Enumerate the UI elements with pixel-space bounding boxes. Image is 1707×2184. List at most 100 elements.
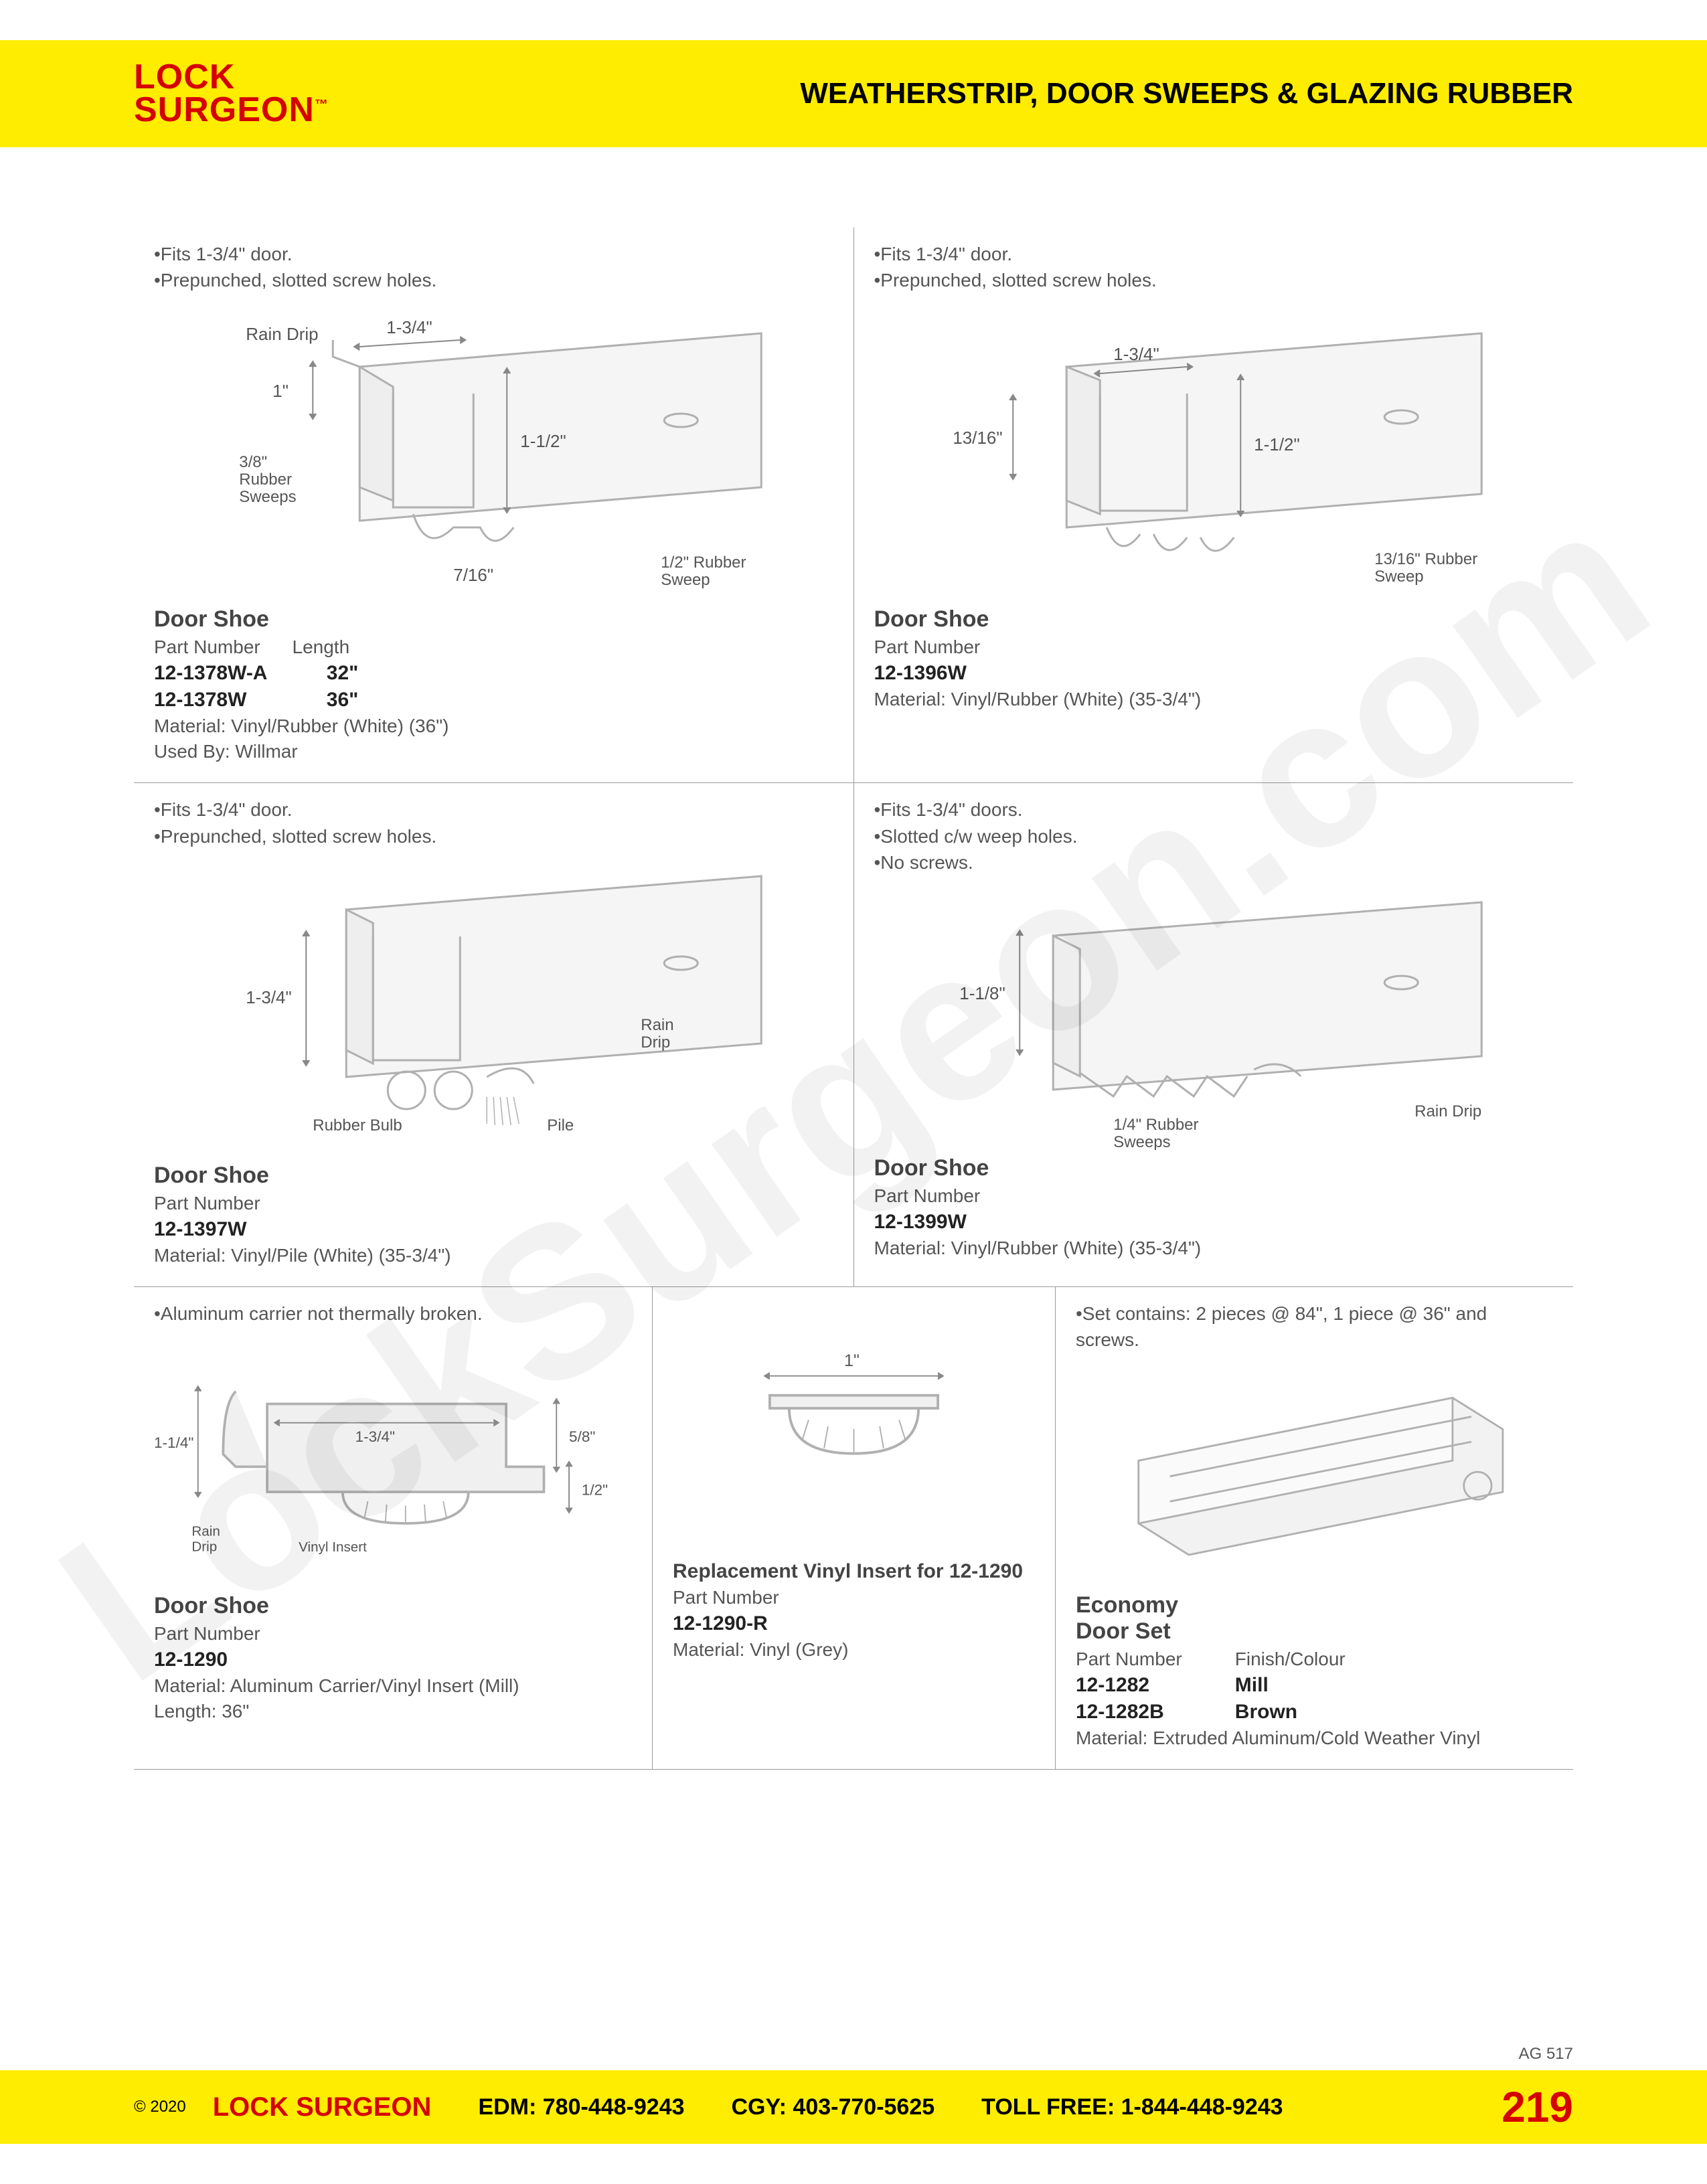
cell-p6: 1" Replacement Vinyl Insert for 12-1290 … [652,1287,1055,1769]
diagram [1076,1359,1553,1587]
product-title: Door Shoe [874,606,1554,633]
lbl: Pile [547,1116,574,1135]
lbl: 1-3/4" [246,987,292,1007]
phone-cgy: CGY: 403-770-5625 [732,2094,935,2120]
material: Material: Vinyl/Rubber (White) (35-3/4") [874,689,1554,710]
lbl: 1-3/4" [386,317,432,337]
product-title: Replacement Vinyl Insert for 12-1290 [673,1560,1035,1583]
cell-p4: •Fits 1-3/4" doors. •Slotted c/w weep ho… [854,783,1574,1286]
lbl: 1-3/4" [355,1428,395,1445]
row-2: •Fits 1-3/4" door. •Prepunched, slotted … [134,783,1573,1286]
svg-text:RainDrip: RainDrip [641,1016,673,1052]
part-num: 12-1282 [1076,1674,1230,1697]
copyright: © 2020 [134,2098,186,2116]
headers: Part Number Length [154,637,833,658]
lbl: 1-1/8" [959,983,1005,1003]
notes: •Fits 1-3/4" door. •Prepunched, slotted … [154,796,833,849]
product-title: Door Shoe [154,606,833,633]
diagram: 1-1/8" 1/4" RubberSweeps Rain Drip [874,882,1554,1150]
material: Material: Extruded Aluminum/Cold Weather… [1076,1728,1553,1749]
diagram: 1-1/4" 1-3/4" 5/8" 1/2" RainDrip Vinyl I… [154,1333,632,1588]
note: •Fits 1-3/4" door. [154,241,833,267]
notes: •Fits 1-3/4" doors. •Slotted c/w weep ho… [874,796,1554,875]
part-num: 12-1290 [154,1649,228,1671]
note: •Aluminum carrier not thermally broken. [154,1300,632,1327]
cell-p5: •Aluminum carrier not thermally broken. [134,1287,652,1769]
note: •Prepunched, slotted screw holes. [154,267,833,293]
row-1: •Fits 1-3/4" door. •Prepunched, slotted … [134,228,1573,783]
note: •Fits 1-3/4" door. [874,241,1554,267]
cell-p3: •Fits 1-3/4" door. •Prepunched, slotted … [134,783,854,1286]
part-num: 12-1396W [874,662,967,684]
product-title: Door Shoe [874,1155,1554,1181]
diagram: 1-3/4" Rubber Bulb RainDrip Pile [154,856,833,1157]
col-head: Part Number [874,637,1007,658]
diagram: Rain Drip 1" 1-3/4" 1-1/2" 3/8"RubberSwe… [154,300,833,601]
col-head: Part Number [154,1623,287,1645]
col-head: Part Number [874,1185,1007,1207]
lbl: Rain Drip [246,324,318,344]
finish: Mill [1235,1674,1269,1696]
lbl: 5/8" [569,1428,595,1445]
part-num: 12-1397W [154,1218,246,1240]
part-num: 12-1282B [1076,1701,1230,1724]
product-title: Door Shoe [154,1593,632,1619]
material: Material: Vinyl/Rubber (White) (36") [154,716,833,737]
page-number: 219 [1501,2082,1573,2132]
lbl: 1" [272,381,289,401]
lbl: 13/16" [953,428,1002,448]
logo: LOCK SURGEON™ [134,61,329,127]
note: •Fits 1-3/4" doors. [874,796,1554,823]
lbl: Rain Drip [1414,1102,1481,1120]
svg-text:1/2" RubberSweep: 1/2" RubberSweep [661,554,746,589]
footer-bar: © 2020 LOCK SURGEON EDM: 780-448-9243 CG… [0,2070,1707,2144]
col-head: Part Number [154,637,287,658]
notes: •Set contains: 2 pieces @ 84", 1 piece @… [1076,1300,1553,1353]
svg-text:1/4" RubberSweeps: 1/4" RubberSweeps [1113,1116,1198,1150]
logo-tm: ™ [315,98,329,112]
note: •No screws. [874,849,1554,875]
notes: •Aluminum carrier not thermally broken. [154,1300,632,1327]
part-num: 12-1290-R [673,1612,768,1634]
cell-p1: •Fits 1-3/4" door. •Prepunched, slotted … [134,228,854,782]
col-head: Part Number [154,1193,287,1214]
note: •Slotted c/w weep holes. [874,823,1554,849]
length: 36" [327,689,359,711]
product-title: Door Shoe [154,1163,833,1189]
lbl: 1" [844,1351,860,1370]
page-title: WEATHERSTRIP, DOOR SWEEPS & GLAZING RUBB… [800,77,1573,110]
row-3: •Aluminum carrier not thermally broken. [134,1287,1573,1770]
diagram: 1" [673,1300,1035,1555]
note: •Prepunched, slotted screw holes. [154,823,833,849]
lbl: Vinyl Insert [299,1539,367,1555]
ag-code: AG 517 [1519,2045,1573,2064]
note: •Fits 1-3/4" door. [154,796,833,823]
lbl: 7/16" [453,565,493,585]
usedby: Used By: Willmar [154,741,833,762]
header-bar: LOCK SURGEON™ WEATHERSTRIP, DOOR SWEEPS … [0,40,1707,147]
material: Material: Aluminum Carrier/Vinyl Insert … [154,1675,632,1697]
length: Length: 36" [154,1701,632,1722]
product-title: Economy Door Set [1076,1592,1553,1645]
cell-p7: •Set contains: 2 pieces @ 84", 1 piece @… [1055,1287,1573,1769]
logo-line2: SURGEON [134,90,315,129]
phone-edm: EDM: 780-448-9243 [478,2094,684,2120]
lbl: 1/2" [582,1482,608,1499]
length: 32" [327,662,359,684]
part-num: 12-1378W-A [154,662,321,685]
lbl: Rubber Bulb [313,1116,402,1135]
material: Material: Vinyl/Rubber (White) (35-3/4") [874,1238,1554,1259]
col-head: Finish/Colour [1235,1649,1372,1670]
lbl: 1-1/2" [520,431,566,451]
note: •Prepunched, slotted screw holes. [874,267,1554,293]
diagram: 13/16" 1-3/4" 1-1/2" 13/16" RubberSweep [874,300,1554,601]
material: Material: Vinyl (Grey) [673,1639,1035,1661]
note: •Set contains: 2 pieces @ 84", 1 piece @… [1076,1300,1553,1353]
col-head: Part Number [1076,1649,1230,1670]
svg-text:3/8"RubberSweeps: 3/8"RubberSweeps [239,453,296,506]
lbl: 1-1/2" [1254,434,1300,454]
part-num: 12-1399W [874,1211,967,1233]
material: Material: Vinyl/Pile (White) (35-3/4") [154,1245,833,1266]
col-head: Length [293,637,377,658]
lbl: 1-3/4" [1113,344,1159,364]
